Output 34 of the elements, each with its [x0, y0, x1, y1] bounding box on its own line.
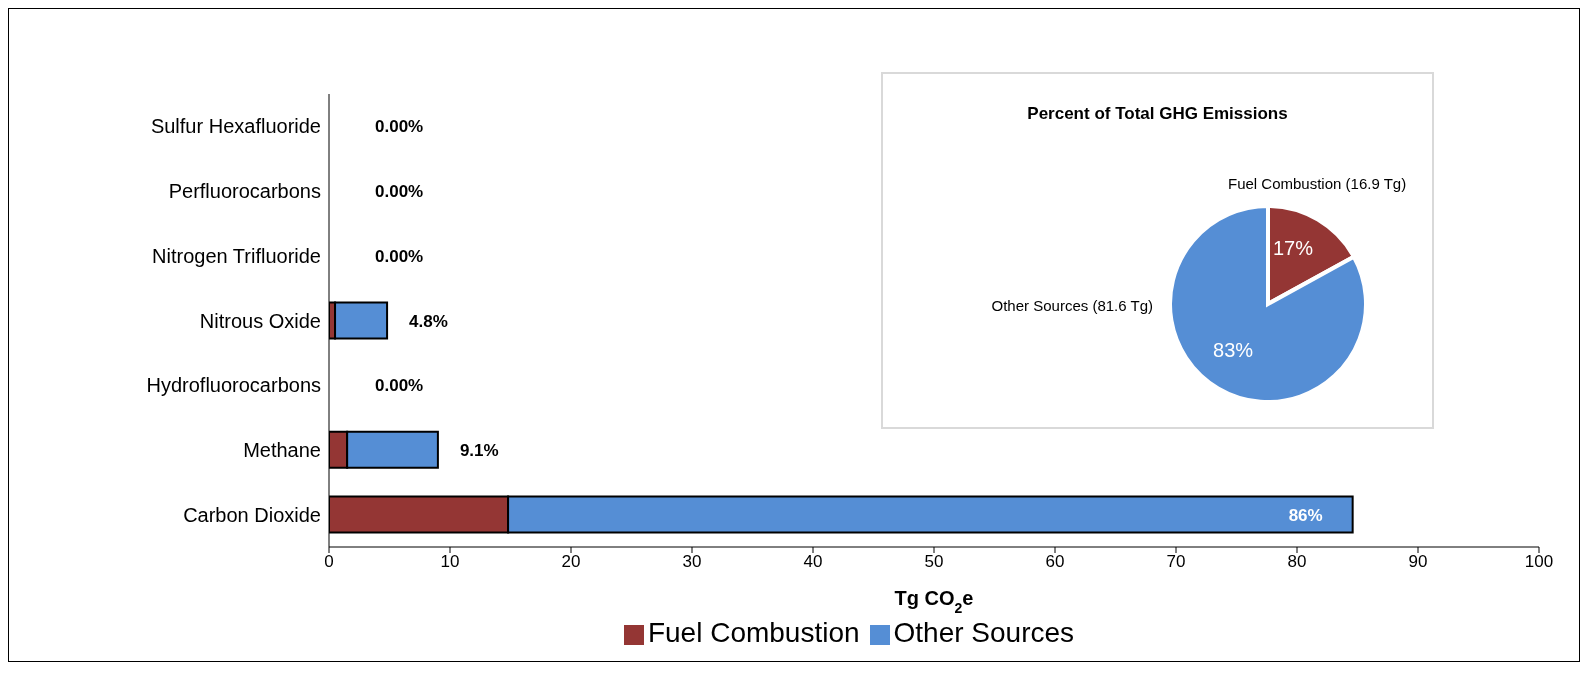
chart-title: Percent of Total GHG Emissions: [1026, 104, 1289, 124]
data-label: 83%: [1213, 338, 1254, 361]
y-tick-label: Nitrous Oxide: [199, 309, 321, 332]
annotation: 0.00%: [375, 182, 424, 202]
slice-label: Fuel Combustion (16.9 Tg): [1228, 175, 1407, 192]
annotation: 0.00%: [375, 117, 424, 137]
y-tick-label: Carbon Dioxide: [183, 503, 321, 526]
y-tick-label: Hydrofluorocarbons: [146, 374, 321, 397]
data-label: 17%: [1272, 237, 1314, 260]
slice-label: Other Sources (81.6 Tg): [991, 297, 1153, 314]
x-tick-label: 80: [1287, 552, 1307, 572]
x-tick-label: 100: [1524, 552, 1554, 572]
x-tick-label: 30: [682, 552, 702, 572]
x-tick-label: 0: [324, 552, 334, 572]
y-tick-label: Sulfur Hexafluoride: [150, 115, 321, 138]
annotation: 9.1%: [459, 440, 499, 460]
y-tick-label: Nitrogen Trifluoride: [152, 244, 321, 267]
annotation: 0.00%: [375, 246, 424, 266]
x-tick-label: 60: [1045, 552, 1065, 572]
x-tick-label: 40: [803, 552, 823, 572]
annotation: 0.00%: [375, 376, 424, 396]
bar: [334, 301, 389, 340]
x-tick-label: 70: [1166, 552, 1186, 572]
legend-label: Fuel Combustion: [647, 617, 860, 648]
annotation: 86%: [1288, 505, 1323, 525]
x-tick-label: 90: [1408, 552, 1428, 572]
x-tick-label: 50: [924, 552, 944, 572]
legend-label: Other Sources: [893, 617, 1075, 648]
x-tick-label: 10: [440, 552, 460, 572]
annotation: 4.8%: [409, 311, 448, 331]
x-axis-title: Tg CO$_{2}$e: [894, 587, 974, 616]
y-tick-label: Methane: [243, 439, 321, 462]
y-tick-label: Perfluorocarbons: [168, 180, 321, 203]
x-tick-label: 20: [561, 552, 581, 572]
